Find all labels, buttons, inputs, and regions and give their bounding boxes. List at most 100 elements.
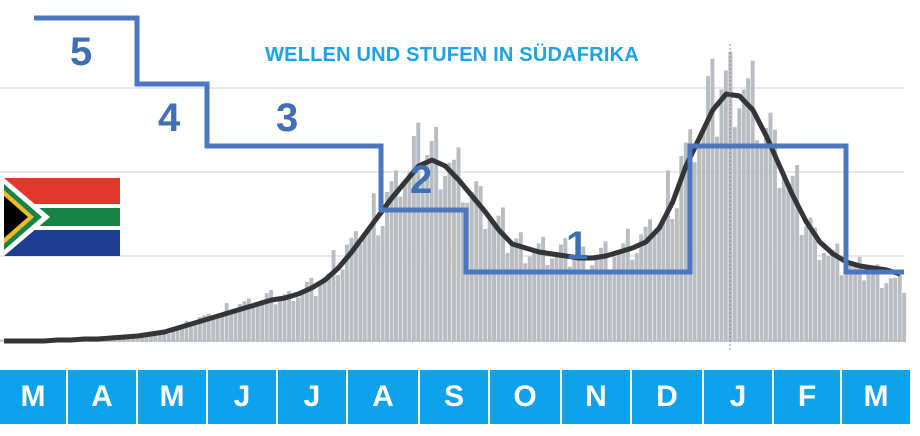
- daily-case-bar: [175, 328, 180, 342]
- daily-case-bar: [197, 317, 202, 342]
- daily-cases-bars: [0, 51, 907, 343]
- daily-case-bar: [719, 89, 724, 343]
- daily-case-bar: [202, 315, 207, 342]
- daily-case-bar: [438, 189, 443, 342]
- daily-case-bar: [603, 241, 608, 342]
- daily-case-bar: [273, 304, 278, 342]
- daily-case-bar: [246, 298, 251, 342]
- daily-case-bar: [353, 231, 358, 342]
- daily-case-bar: [385, 192, 389, 342]
- daily-case-bar: [171, 329, 176, 342]
- daily-case-bar: [434, 127, 439, 342]
- daily-case-bar: [773, 129, 777, 342]
- daily-case-bar: [184, 320, 189, 342]
- daily-case-bar: [425, 155, 430, 342]
- daily-case-bar: [233, 311, 238, 342]
- daily-case-bar: [755, 140, 759, 342]
- level-1-label: 1: [566, 224, 589, 268]
- daily-case-bar: [220, 313, 225, 342]
- daily-case-bar: [367, 228, 372, 342]
- daily-case-bar: [630, 259, 635, 342]
- daily-case-bar: [759, 143, 764, 342]
- daily-case-bar: [670, 219, 675, 342]
- daily-case-bar: [474, 181, 479, 342]
- daily-case-bar: [706, 76, 710, 342]
- daily-case-bar: [452, 159, 456, 342]
- daily-case-bar: [304, 282, 309, 342]
- daily-case-bar: [362, 236, 367, 342]
- daily-case-bar: [340, 269, 345, 342]
- daily-case-bar: [251, 306, 256, 342]
- month-tick: M: [138, 370, 208, 424]
- daily-case-bar: [652, 235, 657, 342]
- daily-case-bar: [296, 297, 300, 342]
- daily-case-bar: [634, 252, 639, 342]
- daily-case-bar: [732, 127, 737, 342]
- daily-case-bar: [0, 341, 2, 342]
- daily-case-bar: [567, 266, 572, 342]
- month-tick: A: [348, 370, 420, 424]
- daily-case-bar: [888, 278, 893, 342]
- daily-case-bar: [621, 243, 626, 342]
- daily-case-bar: [300, 293, 305, 342]
- daily-case-bar: [884, 283, 889, 342]
- daily-case-bar: [478, 186, 483, 342]
- daily-case-bar: [291, 301, 296, 342]
- daily-case-bar: [902, 292, 907, 342]
- daily-case-bar: [322, 278, 327, 342]
- daily-case-bar: [313, 296, 318, 342]
- daily-case-bar: [153, 334, 158, 342]
- daily-case-bar: [469, 192, 474, 342]
- level-3-label: 3: [276, 96, 299, 140]
- daily-case-bar: [875, 264, 880, 342]
- daily-case-bar: [813, 227, 817, 342]
- daily-case-bar: [608, 269, 612, 342]
- daily-case-bar: [287, 291, 291, 342]
- daily-case-bar: [741, 89, 746, 343]
- month-axis: M A M J J A S O N D J F M: [0, 370, 920, 424]
- daily-case-bar: [157, 331, 162, 342]
- daily-case-bar: [839, 275, 844, 342]
- daily-case-bar: [140, 335, 144, 342]
- daily-case-bar: [349, 237, 354, 342]
- daily-case-bar: [523, 263, 528, 342]
- daily-case-bar: [394, 170, 398, 342]
- daily-case-bar: [260, 300, 265, 342]
- daily-case-bar: [327, 273, 332, 342]
- daily-case-bar: [411, 135, 416, 342]
- daily-case-bar: [804, 226, 809, 342]
- daily-case-bar: [318, 282, 323, 342]
- daily-case-bar: [777, 187, 782, 342]
- lockdown-level-steps: [34, 15, 904, 275]
- daily-case-bar: [162, 330, 167, 342]
- daily-case-bar: [822, 252, 826, 342]
- daily-case-bar: [492, 223, 496, 342]
- daily-case-bar: [269, 290, 274, 342]
- daily-case-bar: [723, 70, 728, 342]
- daily-case-bar: [443, 176, 447, 342]
- daily-case-bar: [238, 304, 242, 342]
- daily-case-bar: [536, 243, 541, 342]
- daily-case-bar: [799, 235, 804, 342]
- daily-case-bar: [559, 244, 563, 342]
- daily-case-bar: [572, 259, 577, 342]
- daily-case-bar: [795, 165, 800, 342]
- daily-case-bar: [309, 277, 314, 342]
- daily-case-bar: [456, 147, 461, 342]
- daily-case-bar: [764, 128, 768, 342]
- south-africa-flag-icon: [4, 178, 120, 256]
- daily-case-bar: [331, 250, 336, 342]
- daily-case-bar: [550, 258, 554, 342]
- daily-case-bar: [1, 341, 6, 342]
- daily-case-bar: [541, 236, 546, 342]
- month-tick: F: [774, 370, 842, 424]
- month-tick: M: [842, 370, 912, 424]
- daily-case-bar: [625, 228, 630, 342]
- daily-case-bar: [879, 287, 884, 342]
- daily-case-bar: [148, 334, 153, 342]
- month-tick: S: [420, 370, 490, 424]
- daily-case-bar: [358, 243, 363, 342]
- daily-case-bar: [661, 217, 666, 342]
- daily-case-bar: [545, 265, 550, 342]
- daily-case-bar: [336, 275, 340, 342]
